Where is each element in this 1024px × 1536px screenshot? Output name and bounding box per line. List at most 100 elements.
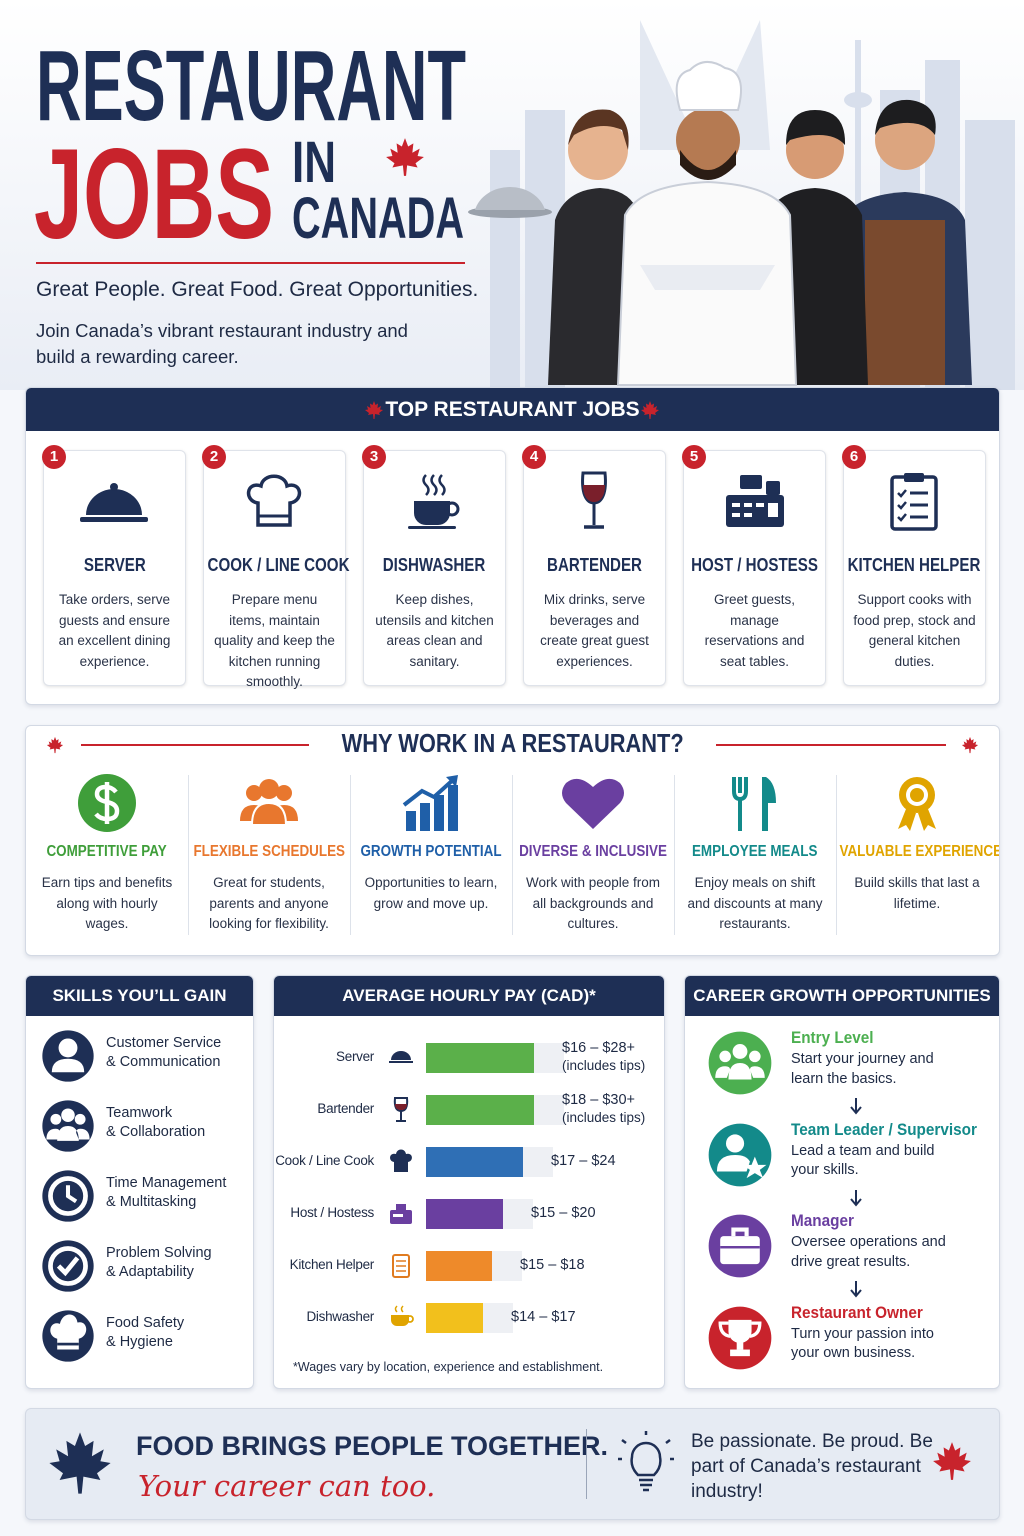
job-icon bbox=[581, 471, 607, 529]
icon-part bbox=[393, 1214, 403, 1217]
icon-part bbox=[444, 501, 460, 517]
icon-part bbox=[850, 1281, 862, 1298]
job-description: Take orders, serve guests and ensure an … bbox=[58, 592, 171, 669]
title-rule bbox=[81, 744, 309, 746]
icon-part bbox=[259, 779, 279, 799]
career-step-description: Turn your passion into your own business… bbox=[791, 1325, 934, 1362]
skill-line: & Collaboration bbox=[106, 1124, 206, 1140]
skill-line: Time Management bbox=[106, 1175, 227, 1191]
pay-icon bbox=[391, 1305, 414, 1326]
icon-part bbox=[768, 503, 778, 517]
pay-job: Server bbox=[336, 1049, 374, 1064]
icon-part bbox=[46, 736, 64, 754]
pay-icon bbox=[393, 1097, 409, 1122]
icon-part bbox=[762, 777, 776, 831]
job-description: Mix drinks, serve beverages and create g… bbox=[540, 592, 649, 669]
section-title: WHY WORK IN A RESTAURANT? bbox=[26, 728, 999, 759]
benefit-name: COMPETITIVE PAY bbox=[26, 843, 200, 861]
job-card: 3 DISHWASHER Keep dishes, utensils and kit… bbox=[362, 445, 506, 686]
icon-part bbox=[725, 1133, 745, 1153]
job-name: DISHWASHER bbox=[354, 555, 515, 576]
icon-part bbox=[74, 1113, 86, 1125]
benefit-name: FLEXIBLE SCHEDULES bbox=[176, 843, 362, 861]
skill-line: & Multitasking bbox=[106, 1194, 197, 1210]
icon-part bbox=[732, 503, 778, 517]
icon-part bbox=[392, 1254, 410, 1278]
footer-panel: FOOD BRINGS PEOPLE TOGETHER. Your career… bbox=[25, 1408, 1000, 1520]
icon-part bbox=[732, 1044, 748, 1059]
maple-leaf bbox=[49, 1432, 111, 1494]
benefit-name-text: COMPETITIVE PAY bbox=[46, 843, 168, 860]
skill-line: & Hygiene bbox=[106, 1334, 173, 1350]
maple-leaf bbox=[386, 138, 424, 176]
icon-part bbox=[562, 778, 624, 829]
career-step-name: Entry Level bbox=[791, 1028, 874, 1047]
job-name-text: DISHWASHER bbox=[383, 555, 486, 575]
header-art bbox=[0, 0, 1024, 390]
icon-part bbox=[46, 1126, 90, 1141]
pay-job: Dishwasher bbox=[306, 1309, 374, 1324]
job-name-text: SERVER bbox=[83, 555, 146, 575]
benefit-name: DIVERSE & INCLUSIVE bbox=[500, 843, 686, 861]
divider bbox=[586, 1429, 587, 1499]
icon-part bbox=[390, 1149, 412, 1172]
icon-part bbox=[850, 1098, 862, 1115]
chef-head bbox=[676, 108, 740, 172]
icon-part bbox=[730, 1349, 750, 1356]
pay-panel: AVERAGE HOURLY PAY (CAD)* Server $16 – $2… bbox=[273, 975, 665, 1389]
icon-part bbox=[110, 483, 118, 491]
bulb-rays bbox=[618, 1431, 674, 1492]
job-name-text: KITCHEN HELPER bbox=[848, 555, 981, 575]
career-step-name: Team Leader / Supervisor bbox=[791, 1119, 977, 1139]
pay-bar bbox=[426, 1303, 483, 1333]
pay-bar bbox=[426, 1095, 534, 1125]
job-card: 2 COOK / LINE COOK Prepare menu items, mai… bbox=[202, 445, 349, 689]
pay-bar bbox=[426, 1251, 492, 1281]
job-name-text: HOST / HOSTESS bbox=[691, 555, 818, 575]
icon-part bbox=[58, 1038, 78, 1058]
pay-job: Bartender bbox=[317, 1101, 374, 1116]
benefit-name-text: GROWTH POTENTIAL bbox=[360, 843, 502, 860]
job-number: 4 bbox=[522, 445, 546, 469]
pay-job: Host / Hostess bbox=[290, 1205, 374, 1220]
pay-range: $17 – $24 bbox=[551, 1153, 616, 1169]
career-step-name: Manager bbox=[791, 1211, 854, 1230]
icon-part bbox=[48, 1176, 88, 1216]
benefit-description: Earn tips and benefits along with hourly… bbox=[41, 875, 173, 931]
job-description: Prepare menu items, maintain quality and… bbox=[214, 592, 335, 689]
icon-part bbox=[890, 475, 938, 531]
career-arrow bbox=[850, 1189, 862, 1207]
maple-leaf bbox=[933, 1442, 971, 1480]
cook-hair bbox=[786, 110, 846, 145]
benefit: GROWTH POTENTIAL Opportunities to learn, … bbox=[350, 770, 512, 940]
benefit-icon bbox=[402, 775, 458, 831]
divider bbox=[836, 775, 837, 935]
section-header: CAREER GROWTH OPPORTUNITIES bbox=[685, 976, 999, 1016]
benefit-name-text: FLEXIBLE SCHEDULES bbox=[193, 843, 345, 860]
icon-part bbox=[756, 503, 764, 507]
maple-leaf bbox=[961, 736, 979, 754]
job-name: HOST / HOSTESS bbox=[674, 555, 835, 576]
pay-range: $14 – $17 bbox=[511, 1309, 576, 1325]
divider bbox=[512, 775, 513, 935]
benefit-description: Work with people from all backgrounds an… bbox=[525, 875, 661, 931]
icon-part bbox=[414, 501, 450, 525]
server-head bbox=[568, 120, 628, 180]
icon-part bbox=[61, 1108, 75, 1122]
icon-part bbox=[250, 801, 288, 826]
icon-part bbox=[246, 474, 302, 527]
section-title-text: WHY WORK IN A RESTAURANT? bbox=[341, 728, 684, 758]
skills-panel: SKILLS YOU’LL GAIN Customer Service & Com… bbox=[25, 975, 254, 1389]
icon-part bbox=[402, 777, 456, 807]
intro: Join Canada’s vibrant restaurant industr… bbox=[36, 320, 408, 367]
pay-footnote: *Wages vary by location, experience and … bbox=[293, 1360, 604, 1374]
title-block: RESTAURANT JOBS IN CANADA bbox=[34, 30, 466, 266]
pay-icon bbox=[390, 1149, 412, 1172]
job-card: 4 BARTENDER Mix drinks, serve beverages an… bbox=[522, 445, 666, 686]
icon-part bbox=[583, 485, 605, 502]
icon-part bbox=[904, 473, 924, 482]
maple-leaf bbox=[46, 736, 64, 754]
job-number: 3 bbox=[362, 445, 386, 469]
icon-part bbox=[910, 491, 928, 519]
